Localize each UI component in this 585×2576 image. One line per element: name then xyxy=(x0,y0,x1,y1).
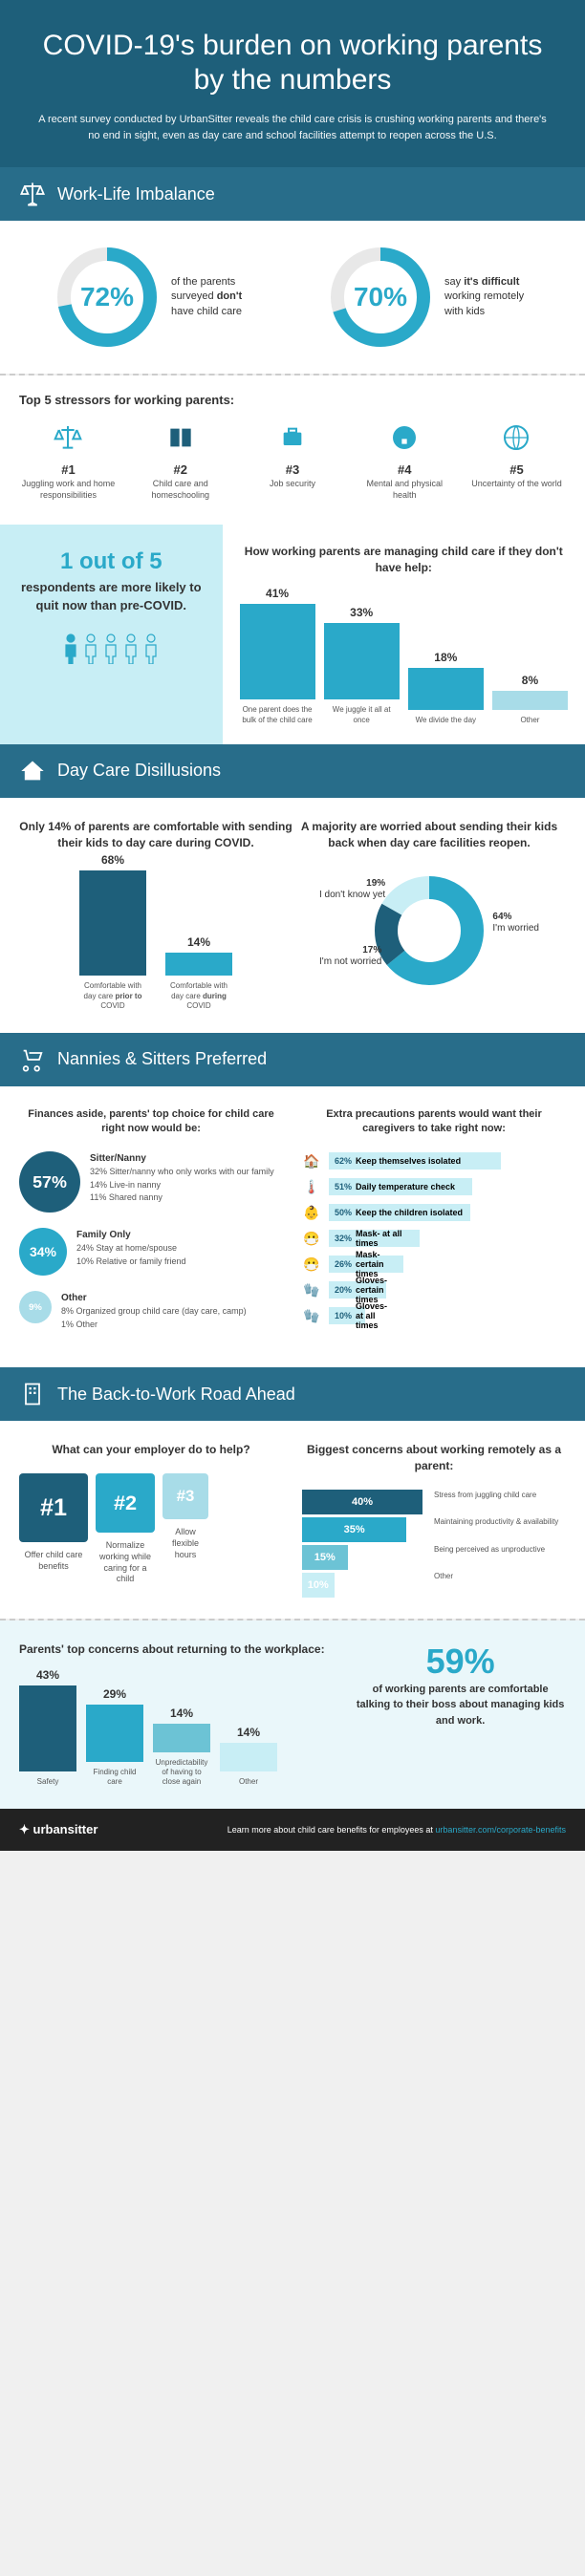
section-work-life: Work-Life Imbalance xyxy=(0,167,585,221)
section-nannies: Nannies & Sitters Preferred xyxy=(0,1033,585,1086)
employer-panel: What can your employer do to help? #1Off… xyxy=(0,1421,585,1619)
quit-stat: 1 out of 5 respondents are more likely t… xyxy=(0,525,223,744)
logo: ✦ urbansitter xyxy=(19,1822,98,1837)
return-bar: 14%Other xyxy=(220,1726,277,1787)
precaution-row: 👶50% Keep the children isolated xyxy=(302,1203,566,1222)
manage-bar: 18%We divide the day xyxy=(408,651,484,725)
return-bar: 29%Finding child care xyxy=(86,1687,143,1788)
choice-circle: 34%Family Only24% Stay at home/spouse10%… xyxy=(19,1228,283,1276)
manage-bar: 41%One parent does the bulk of the child… xyxy=(240,587,315,725)
manage-bar: 8%Other xyxy=(492,674,568,725)
precaution-row: 😷32% Mask- at all times xyxy=(302,1229,566,1248)
page-title: COVID-19's burden on working parents by … xyxy=(38,29,547,97)
donut-1: 72% of the parents surveyed don't have c… xyxy=(54,245,257,350)
return-panel: Parents' top concerns about returning to… xyxy=(0,1621,585,1809)
stressor-1: #1Juggling work and home responsibilitie… xyxy=(19,420,118,501)
house-icon xyxy=(19,758,46,784)
concern-bar: 40% xyxy=(302,1490,422,1514)
donuts-panel: 72% of the parents surveyed don't have c… xyxy=(0,221,585,374)
building-icon xyxy=(19,1381,46,1407)
people-icons xyxy=(17,633,206,664)
footer-link[interactable]: urbansitter.com/corporate-benefits xyxy=(435,1825,566,1835)
precaution-row: 🧤10% Gloves- at all times xyxy=(302,1306,566,1325)
person-icon xyxy=(142,633,160,664)
precaution-row: 🧤20% Gloves- certain times xyxy=(302,1280,566,1299)
donut-1-text: of the parents surveyed don't have child… xyxy=(171,275,257,319)
stroller-icon xyxy=(19,1046,46,1073)
employer-card: #2Normalize working while caring for a c… xyxy=(96,1473,155,1585)
return-bar: 43%Safety xyxy=(19,1668,76,1787)
worry-pie: 64%I'm worried 19%I don't know yet 17%I'… xyxy=(367,869,491,993)
person-icon xyxy=(122,633,140,664)
donut-2: 70% say it's difficult working remotely … xyxy=(328,245,531,350)
manage-bar: 33%We juggle it all at once xyxy=(324,606,400,725)
header: COVID-19's burden on working parents by … xyxy=(0,0,585,167)
choice-circle: 57%Sitter/Nanny32% Sitter/nanny who only… xyxy=(19,1151,283,1213)
stressor-2: #2Child care and homeschooling xyxy=(131,420,229,501)
person-icon xyxy=(62,633,79,664)
stressor-4: #4Mental and physical health xyxy=(356,420,454,501)
daycare-panel: Only 14% of parents are comfortable with… xyxy=(0,798,585,1033)
person-icon xyxy=(102,633,119,664)
stressors-row: #1Juggling work and home responsibilitie… xyxy=(0,420,585,525)
precaution-row: 🏠62% Keep themselves isolated xyxy=(302,1151,566,1170)
section-back-to-work: The Back-to-Work Road Ahead xyxy=(0,1367,585,1421)
donut-2-text: say it's difficult working remotely with… xyxy=(444,275,531,319)
precaution-row: 😷26% Mask- certain times xyxy=(302,1255,566,1274)
page-subtitle: A recent survey conducted by UrbanSitter… xyxy=(38,112,547,143)
stressors-title: Top 5 stressors for working parents: xyxy=(0,376,585,420)
concern-bar: 15% xyxy=(302,1545,348,1570)
nannies-panel: Finances aside, parents' top choice for … xyxy=(0,1086,585,1368)
precaution-row: 🌡️51% Daily temperature check xyxy=(302,1177,566,1196)
choice-circle: 9%Other8% Organized group child care (da… xyxy=(19,1291,283,1331)
concern-bar: 10% xyxy=(302,1573,335,1598)
concern-bar: 35% xyxy=(302,1517,406,1542)
person-icon xyxy=(82,633,99,664)
stressor-3: #3Job security xyxy=(244,420,342,501)
quit-manage-panel: 1 out of 5 respondents are more likely t… xyxy=(0,525,585,744)
comfort-bar: 68%Comfortable with day care prior to CO… xyxy=(79,853,146,1011)
section-daycare: Day Care Disillusions xyxy=(0,744,585,798)
comfort-bar: 14%Comfortable with day care during COVI… xyxy=(165,935,232,1011)
footer: ✦ urbansitter Learn more about child car… xyxy=(0,1809,585,1851)
employer-card: #1Offer child care benefits xyxy=(19,1473,88,1572)
scale-icon xyxy=(19,181,46,207)
stressor-5: #5Uncertainty of the world xyxy=(467,420,566,501)
employer-card: #3Allow flexible hours xyxy=(162,1473,208,1560)
manage-chart: How working parents are managing child c… xyxy=(223,525,585,744)
return-bar: 14%Unpredictability of having to close a… xyxy=(153,1707,210,1788)
